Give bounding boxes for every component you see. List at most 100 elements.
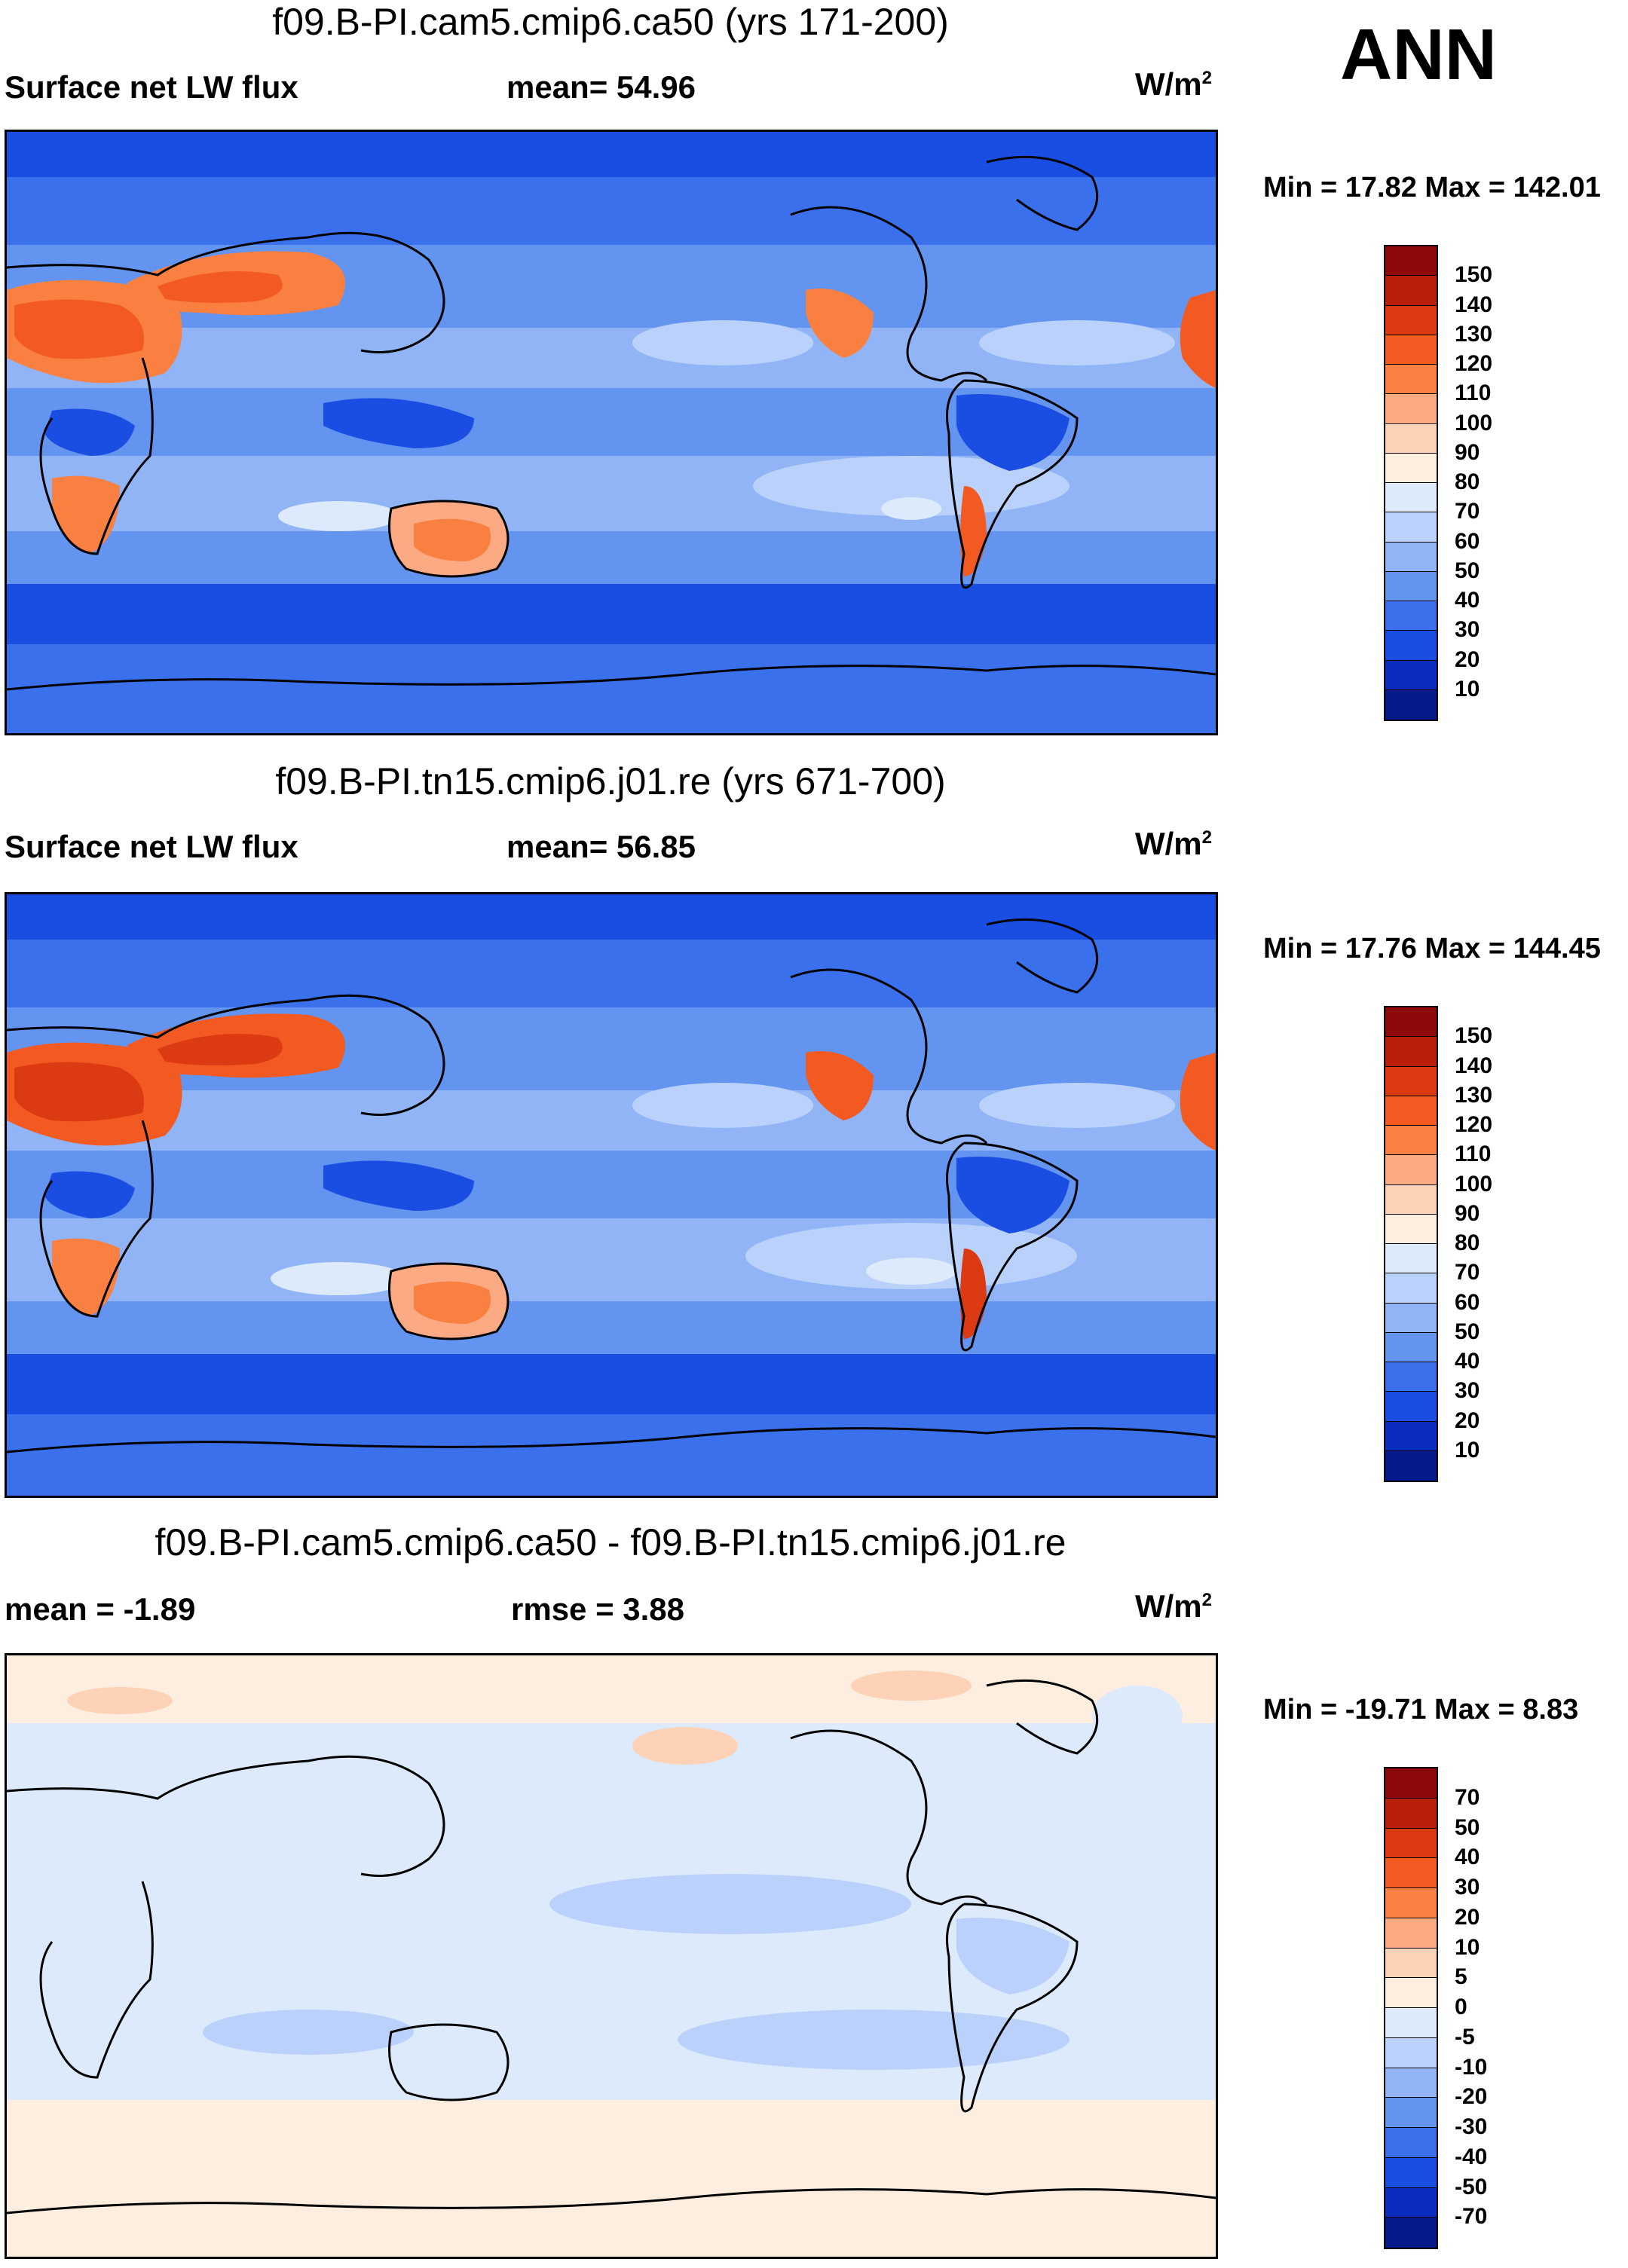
colorbar-tick-label: -5 [1455,2024,1475,2049]
colorbar-swatch [1385,2218,1437,2248]
colorbar-tick-label: 30 [1455,1378,1480,1404]
colorbar-tick-label: 70 [1455,499,1480,524]
panel3-units: W/m2 [1135,1588,1213,1624]
panel2-units: W/m2 [1135,826,1213,861]
colorbar-swatch [1385,1332,1437,1362]
panel1-colorbar [1384,245,1438,721]
colorbar-tick-label: 120 [1455,351,1493,376]
panel3-title: f09.B-PI.cam5.cmip6.ca50 - f09.B-PI.tn15… [155,1521,1066,1563]
colorbar-tick-label: 80 [1455,469,1480,494]
panel2-mean-label: mean= 56.85 [506,829,696,864]
colorbar-swatch [1385,601,1437,631]
panel1-minmax: Min = 17.82 Max = 142.01 [1263,172,1601,203]
colorbar-swatch [1385,365,1437,395]
panel3-mean-label: mean = -1.89 [5,1591,196,1627]
panel3-minmax: Min = -19.71 Max = 8.83 [1263,1694,1579,1725]
panel3-colorbar [1384,1767,1438,2249]
colorbar-tick-label: 50 [1455,558,1480,583]
panel1-map [5,130,1218,735]
colorbar-swatch [1385,335,1437,365]
colorbar-tick-label: 120 [1455,1112,1493,1137]
colorbar-swatch [1385,1450,1437,1481]
colorbar-swatch [1385,1948,1437,1979]
panel2-title: f09.B-PI.tn15.cmip6.j01.re (yrs 671-700) [275,760,946,802]
colorbar-tick-label: 10 [1455,676,1480,701]
colorbar-swatch [1385,1918,1437,1949]
colorbar-swatch [1385,246,1437,277]
colorbar-swatch [1385,1768,1437,1799]
colorbar-tick-label: -50 [1455,2174,1488,2199]
colorbar-tick-label: 140 [1455,292,1493,317]
colorbar-tick-label: 80 [1455,1230,1480,1255]
panel2-map [5,892,1218,1498]
colorbar-swatch [1385,1066,1437,1096]
colorbar-tick-label: -30 [1455,2114,1488,2139]
colorbar-swatch [1385,571,1437,601]
panel3-rmse-label: rmse = 3.88 [511,1591,685,1627]
colorbar-tick-label: -20 [1455,2084,1488,2110]
panel1-units: W/m2 [1135,66,1213,102]
colorbar-swatch [1385,1096,1437,1126]
colorbar-swatch [1385,1421,1437,1451]
colorbar-swatch [1385,1978,1437,2008]
colorbar-swatch [1385,1126,1437,1156]
colorbar-swatch [1385,2008,1437,2038]
panel1-variable-label: Surface net LW flux [5,69,298,105]
colorbar-swatch [1385,512,1437,543]
colorbar-swatch [1385,660,1437,690]
colorbar-swatch [1385,1888,1437,1918]
colorbar-tick-label: 20 [1455,1408,1480,1433]
colorbar-swatch [1385,2098,1437,2128]
panel2-minmax: Min = 17.76 Max = 144.45 [1263,933,1601,964]
colorbar-swatch [1385,1362,1437,1392]
colorbar-tick-label: 70 [1455,1784,1480,1810]
colorbar-swatch [1385,689,1437,720]
colorbar-swatch [1385,1007,1437,1038]
colorbar-swatch [1385,423,1437,454]
colorbar-tick-label: 20 [1455,1904,1480,1930]
colorbar-swatch [1385,276,1437,306]
colorbar-swatch [1385,1244,1437,1274]
colorbar-tick-label: 0 [1455,1994,1467,2019]
colorbar-swatch [1385,2037,1437,2068]
colorbar-tick-label: 20 [1455,646,1480,672]
panel2-variable-label: Surface net LW flux [5,829,298,864]
colorbar-tick-label: 110 [1455,381,1492,406]
colorbar-tick-label: 70 [1455,1260,1480,1285]
colorbar-tick-label: 30 [1455,617,1480,643]
colorbar-swatch [1385,1798,1437,1829]
colorbar-tick-label: 90 [1455,439,1480,465]
colorbar-swatch [1385,1303,1437,1333]
colorbar-tick-label: 90 [1455,1200,1480,1226]
panel1-title: f09.B-PI.cam5.cmip6.ca50 (yrs 171-200) [272,1,949,43]
colorbar-tick-label: 140 [1455,1053,1493,1078]
colorbar-swatch [1385,1155,1437,1185]
colorbar-swatch [1385,305,1437,335]
colorbar-swatch [1385,631,1437,661]
colorbar-swatch [1385,1037,1437,1067]
colorbar-tick-label: 30 [1455,1875,1480,1900]
colorbar-swatch [1385,483,1437,513]
colorbar-tick-label: 10 [1455,1437,1480,1463]
colorbar-swatch [1385,394,1437,424]
colorbar-tick-label: 40 [1455,1349,1480,1374]
season-label: ANN [1340,14,1497,95]
panel2-colorbar [1384,1006,1438,1482]
colorbar-tick-label: 60 [1455,1289,1480,1315]
colorbar-swatch [1385,1214,1437,1244]
panel3-difference-map [5,1653,1218,2259]
colorbar-tick-label: -70 [1455,2204,1488,2230]
colorbar-tick-label: 60 [1455,528,1480,554]
colorbar-swatch [1385,2068,1437,2098]
colorbar-tick-label: 5 [1455,1964,1467,1990]
colorbar-tick-label: 50 [1455,1814,1480,1840]
colorbar-tick-label: 50 [1455,1319,1480,1344]
colorbar-swatch [1385,1828,1437,1859]
colorbar-tick-label: 40 [1455,588,1480,613]
colorbar-swatch [1385,453,1437,483]
colorbar-tick-label: -10 [1455,2054,1488,2080]
colorbar-tick-label: 100 [1455,1171,1493,1197]
panel1-mean-label: mean= 54.96 [506,69,696,105]
colorbar-tick-label: 130 [1455,1082,1493,1108]
colorbar-swatch [1385,2157,1437,2188]
